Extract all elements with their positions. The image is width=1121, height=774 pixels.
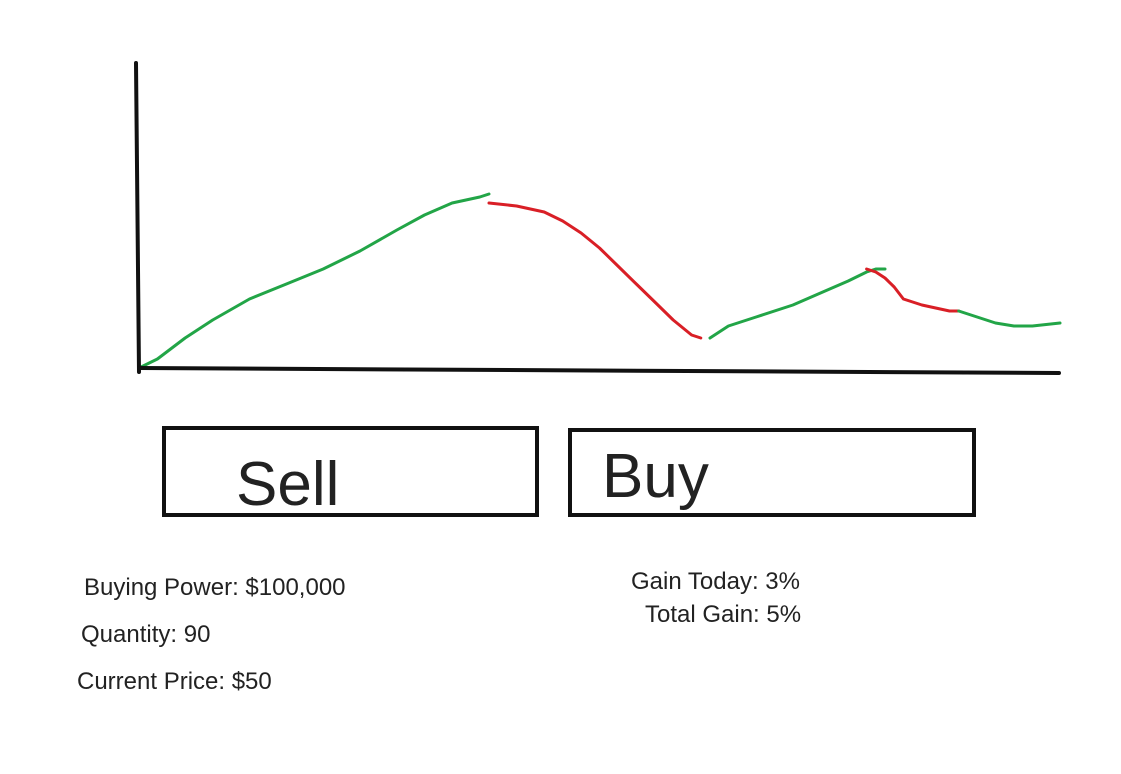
price-line-segment-5-up [957, 309, 1062, 328]
chart-series-layer [137, 192, 1062, 370]
sell-button-label: Sell [236, 450, 340, 517]
price-line-segment-1-up [137, 192, 491, 370]
price-line-segment-3-up [708, 267, 887, 340]
buy-button[interactable]: Buy [568, 428, 976, 517]
sell-button[interactable]: Sell [162, 426, 539, 517]
current-price-text: Current Price: $50 [77, 668, 272, 695]
buy-button-label: Buy [602, 442, 709, 511]
buying-power-text: Buying Power: $100,000 [84, 574, 346, 601]
y-axis [134, 61, 141, 374]
price-line-segment-4-down [865, 267, 961, 313]
total-gain-text: Total Gain: 5% [645, 601, 802, 628]
gain-today-text: Gain Today: 3% [631, 568, 800, 595]
price-chart [134, 61, 1062, 375]
x-axis [137, 366, 1061, 375]
quantity-text: Quantity: 90 [81, 621, 211, 648]
price-line-segment-2-down [487, 201, 703, 340]
